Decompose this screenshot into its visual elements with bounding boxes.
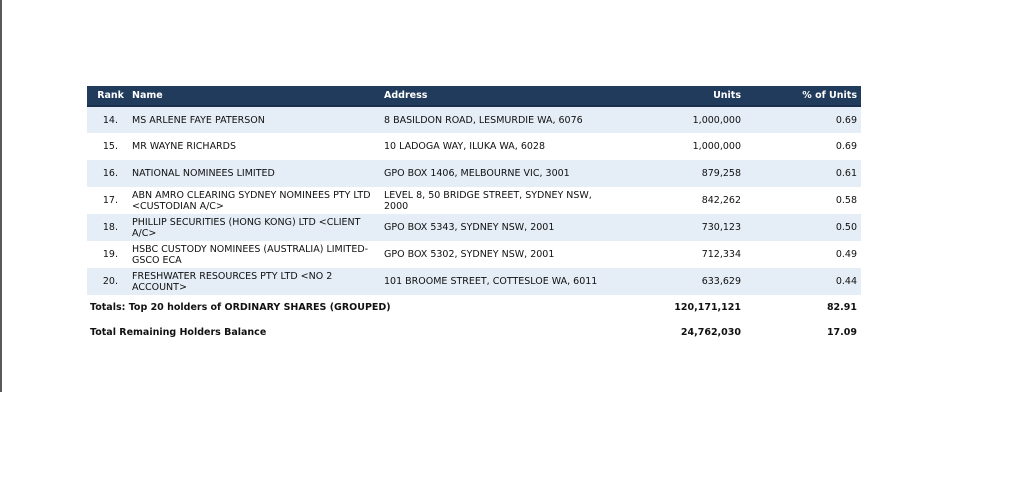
row-rank: 14.	[87, 106, 128, 133]
totals-row: Totals: Top 20 holders of ORDINARY SHARE…	[87, 295, 861, 320]
row-pct: 0.58	[745, 187, 861, 214]
row-name: ABN AMRO CLEARING SYDNEY NOMINEES PTY LT…	[128, 187, 380, 214]
row-rank: 20.	[87, 268, 128, 295]
row-pct: 0.50	[745, 214, 861, 241]
left-border-rule	[0, 0, 2, 392]
row-address: 8 BASILDON ROAD, LESMURDIE WA, 6076	[380, 106, 606, 133]
row-units: 879,258	[606, 160, 745, 187]
row-address: 10 LADOGA WAY, ILUKA WA, 6028	[380, 133, 606, 160]
table-row: 17. ABN AMRO CLEARING SYDNEY NOMINEES PT…	[87, 187, 861, 214]
row-units: 633,629	[606, 268, 745, 295]
row-rank: 17.	[87, 187, 128, 214]
row-units: 1,000,000	[606, 106, 745, 133]
row-name: MS ARLENE FAYE PATERSON	[128, 106, 380, 133]
table-row: 15. MR WAYNE RICHARDS 10 LADOGA WAY, ILU…	[87, 133, 861, 160]
remaining-balance-row: Total Remaining Holders Balance 24,762,0…	[87, 320, 861, 345]
top-holders-table: Rank Name Address Units % of Units 14. M…	[87, 86, 861, 345]
row-address: GPO BOX 5302, SYDNEY NSW, 2001	[380, 241, 606, 268]
row-name: NATIONAL NOMINEES LIMITED	[128, 160, 380, 187]
row-pct: 0.44	[745, 268, 861, 295]
row-rank: 18.	[87, 214, 128, 241]
table-body: 14. MS ARLENE FAYE PATERSON 8 BASILDON R…	[87, 106, 861, 345]
table-row: 14. MS ARLENE FAYE PATERSON 8 BASILDON R…	[87, 106, 861, 133]
header-address: Address	[380, 86, 606, 107]
row-name: HSBC CUSTODY NOMINEES (AUSTRALIA) LIMITE…	[128, 241, 380, 268]
header-rank: Rank	[87, 86, 128, 107]
header-row: Rank Name Address Units % of Units	[87, 86, 861, 107]
row-address: LEVEL 8, 50 BRIDGE STREET, SYDNEY NSW, 2…	[380, 187, 606, 214]
row-name: FRESHWATER RESOURCES PTY LTD <NO 2 ACCOU…	[128, 268, 380, 295]
header-pct-units: % of Units	[745, 86, 861, 107]
totals-units: 120,171,121	[606, 295, 745, 320]
row-name: PHILLIP SECURITIES (HONG KONG) LTD <CLIE…	[128, 214, 380, 241]
row-address: GPO BOX 1406, MELBOURNE VIC, 3001	[380, 160, 606, 187]
row-rank: 19.	[87, 241, 128, 268]
row-pct: 0.69	[745, 133, 861, 160]
table-row: 18. PHILLIP SECURITIES (HONG KONG) LTD <…	[87, 214, 861, 241]
remaining-label: Total Remaining Holders Balance	[87, 320, 606, 345]
table-header: Rank Name Address Units % of Units	[87, 86, 861, 107]
row-rank: 15.	[87, 133, 128, 160]
table-row: 19. HSBC CUSTODY NOMINEES (AUSTRALIA) LI…	[87, 241, 861, 268]
row-units: 730,123	[606, 214, 745, 241]
totals-label: Totals: Top 20 holders of ORDINARY SHARE…	[87, 295, 606, 320]
row-units: 712,334	[606, 241, 745, 268]
row-name: MR WAYNE RICHARDS	[128, 133, 380, 160]
row-pct: 0.49	[745, 241, 861, 268]
row-address: GPO BOX 5343, SYDNEY NSW, 2001	[380, 214, 606, 241]
row-rank: 16.	[87, 160, 128, 187]
remaining-units: 24,762,030	[606, 320, 745, 345]
row-pct: 0.61	[745, 160, 861, 187]
row-pct: 0.69	[745, 106, 861, 133]
row-units: 1,000,000	[606, 133, 745, 160]
table-row: 16. NATIONAL NOMINEES LIMITED GPO BOX 14…	[87, 160, 861, 187]
remaining-pct: 17.09	[745, 320, 861, 345]
table-row: 20. FRESHWATER RESOURCES PTY LTD <NO 2 A…	[87, 268, 861, 295]
totals-pct: 82.91	[745, 295, 861, 320]
row-units: 842,262	[606, 187, 745, 214]
row-address: 101 BROOME STREET, COTTESLOE WA, 6011	[380, 268, 606, 295]
header-name: Name	[128, 86, 380, 107]
header-units: Units	[606, 86, 745, 107]
